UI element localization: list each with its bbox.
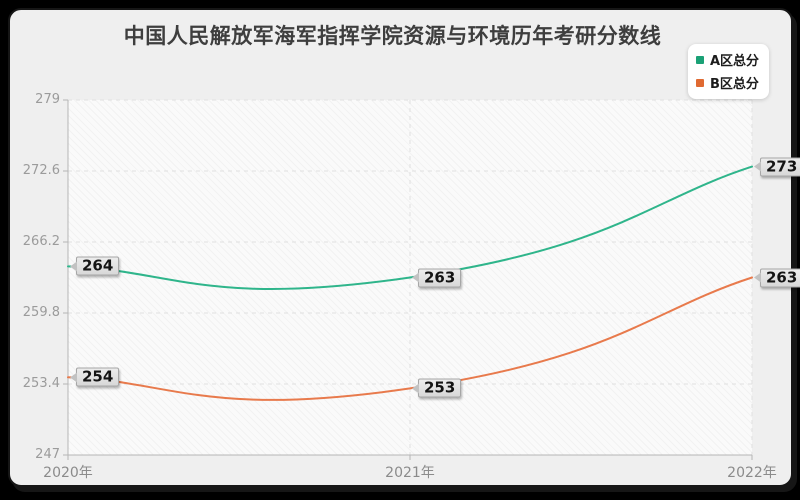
series-line-0[interactable] [67, 165, 753, 290]
data-label-0-2022年: 273 [760, 157, 800, 177]
legend: A区总分 B区总分 [688, 44, 770, 99]
data-label-1-2021年: 253 [418, 378, 462, 398]
x-axis-tick-label: 2022年 [727, 465, 777, 481]
y-axis-tick-label: 259.8 [22, 305, 60, 320]
y-axis-tick-label: 253.4 [22, 376, 60, 391]
x-axis-tick-label: 2020年 [43, 465, 93, 481]
data-label-1-2022年: 263 [760, 268, 800, 287]
data-label-1-2020年: 254 [76, 367, 120, 387]
legend-marker-icon [696, 78, 704, 87]
legend-item-label: B区总分 [710, 77, 759, 92]
y-axis-tick-label: 279 [35, 92, 60, 107]
y-axis-tick-label: 266.2 [22, 234, 60, 249]
legend-marker-icon [696, 55, 704, 64]
plot-area [63, 99, 753, 460]
legend-item-label: A区总分 [710, 54, 760, 69]
data-label-0-2021年: 263 [418, 268, 462, 287]
x-axis-tick-label: 2021年 [385, 465, 435, 481]
chart-title: 中国人民解放军海军指挥学院资源与环境历年考研分数线 [123, 24, 662, 48]
y-axis-tick-label: 272.6 [22, 163, 60, 178]
series-line-1[interactable] [67, 276, 753, 401]
data-label-0-2020年: 264 [76, 256, 120, 276]
y-axis-tick-label: 247 [35, 447, 60, 462]
legend-item-1[interactable]: B区总分 [696, 73, 759, 92]
legend-item-0[interactable]: A区总分 [696, 50, 759, 69]
